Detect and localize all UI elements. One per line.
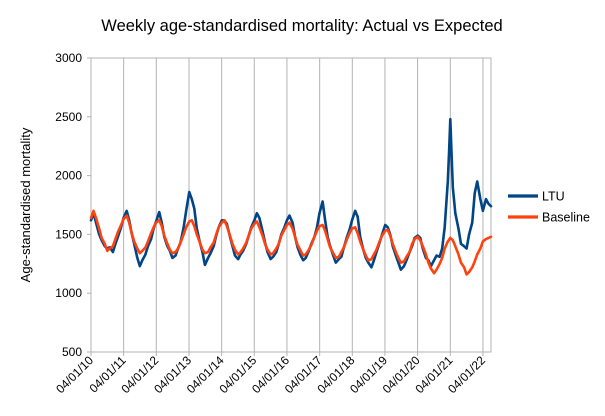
y-tick-label: 2500 xyxy=(55,110,82,124)
chart-title: Weekly age-standardised mortality: Actua… xyxy=(101,17,502,35)
series-line-baseline xyxy=(89,209,493,276)
y-axis-label: Age-standardised mortality xyxy=(18,127,33,282)
legend-label: Baseline xyxy=(542,211,590,225)
data-series xyxy=(89,117,493,276)
y-tick-label: 1500 xyxy=(55,227,82,241)
plot-area-border xyxy=(90,57,492,353)
y-tick-label: 3000 xyxy=(55,51,82,65)
y-tick-label: 1000 xyxy=(55,286,82,300)
gridlines xyxy=(90,58,484,352)
legend-label: LTU xyxy=(542,190,565,204)
series-line-ltu xyxy=(89,117,493,271)
legend: LTU Baseline xyxy=(508,190,590,225)
y-tick-label: 500 xyxy=(62,345,82,359)
x-tick-labels: 04/01/1004/01/1104/01/1204/01/1304/01/14… xyxy=(53,353,488,396)
y-tick-labels: 500 1000 1500 2000 2500 3000 xyxy=(55,51,82,359)
axes xyxy=(87,57,492,356)
y-tick-label: 2000 xyxy=(55,169,82,183)
